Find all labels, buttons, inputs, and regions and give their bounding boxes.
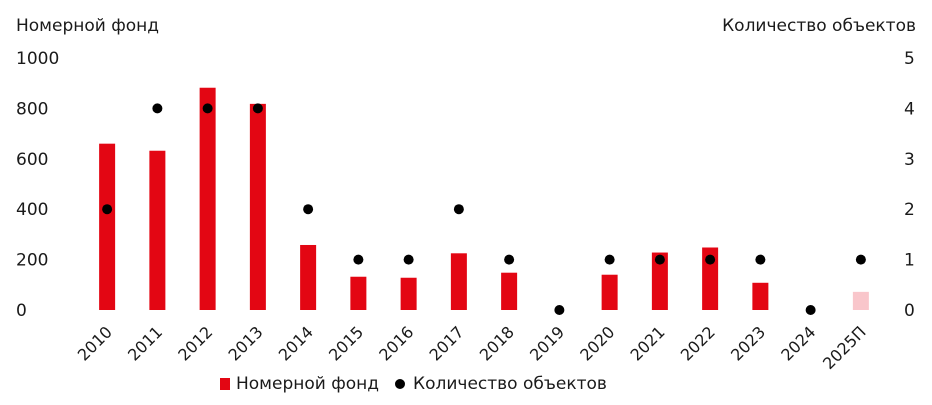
right-axis-ticks: 5 4 3 2 1 0 (904, 49, 915, 321)
x-axis-ticks: 2010 2011 2012 2013 2014 2015 2016 2017 2018 2019… (74, 322, 870, 373)
x-tick-label: 2012 (174, 322, 216, 364)
left-tick-label: 0 (16, 301, 27, 321)
dot (855, 254, 866, 265)
x-tick-label: 2019 (526, 322, 568, 364)
right-tick-label: 1 (904, 251, 915, 271)
x-tick-label: 2023 (727, 322, 769, 364)
dot (453, 204, 464, 215)
bar (601, 274, 618, 310)
dot (152, 103, 163, 114)
dot (102, 204, 113, 215)
bar (651, 252, 668, 310)
x-tick-label: 2022 (677, 322, 719, 364)
bar (249, 103, 266, 310)
bar (752, 282, 769, 310)
x-tick-label: 2015 (325, 322, 367, 364)
right-tick-label: 3 (904, 150, 915, 170)
left-tick-label: 400 (16, 200, 48, 220)
dot (252, 103, 263, 114)
bar (400, 277, 417, 310)
bar (199, 87, 216, 311)
bar (149, 150, 166, 310)
left-tick-label: 1000 (16, 49, 59, 69)
dot (755, 254, 766, 265)
left-tick-label: 600 (16, 150, 48, 170)
left-axis-ticks: 1000 800 600 400 200 0 (16, 49, 59, 321)
legend-dot-swatch (395, 379, 406, 389)
legend: Номерной фонд Количество объектов (220, 374, 623, 394)
left-tick-label: 200 (16, 251, 48, 271)
x-tick-label: 2018 (476, 322, 518, 364)
x-tick-label: 2020 (576, 322, 618, 364)
dot (202, 103, 213, 114)
left-axis-title: Номерной фонд (16, 16, 159, 36)
dot (604, 254, 615, 265)
x-tick-label: 2021 (626, 322, 668, 364)
x-tick-label: 2014 (275, 322, 317, 364)
right-tick-label: 4 (904, 99, 915, 119)
right-tick-label: 2 (904, 200, 915, 220)
bar (300, 244, 317, 310)
bar (450, 253, 467, 310)
legend-item-bar: Номерной фонд (220, 374, 379, 394)
bar (350, 276, 367, 310)
legend-bar-swatch (220, 378, 230, 390)
bar (501, 272, 518, 310)
x-tick-label: 2025П (819, 322, 870, 373)
bar (852, 291, 869, 310)
dot (805, 305, 816, 315)
x-tick-label: 2013 (224, 322, 266, 364)
bar (99, 143, 116, 310)
dot (654, 254, 665, 265)
legend-bar-label: Номерной фонд (236, 374, 380, 394)
legend-dot-label: Количество объектов (413, 374, 607, 394)
dot (554, 305, 565, 315)
dot (303, 204, 314, 215)
x-tick-label: 2017 (425, 322, 467, 364)
right-tick-label: 0 (904, 301, 915, 321)
x-tick-label: 2016 (375, 322, 417, 364)
dot (705, 254, 716, 265)
bar-series (99, 87, 869, 311)
right-tick-label: 5 (904, 49, 915, 69)
dot (504, 254, 515, 265)
bar (702, 247, 719, 310)
x-tick-label: 2011 (124, 322, 166, 364)
dot (403, 254, 414, 265)
right-axis-title: Количество объектов (722, 16, 916, 36)
x-tick-label: 2024 (777, 322, 819, 364)
dot (353, 254, 364, 265)
x-tick-label: 2010 (74, 322, 116, 364)
legend-item-dot: Количество объектов (395, 374, 607, 394)
dot-series (102, 103, 866, 315)
left-tick-label: 800 (16, 99, 48, 119)
